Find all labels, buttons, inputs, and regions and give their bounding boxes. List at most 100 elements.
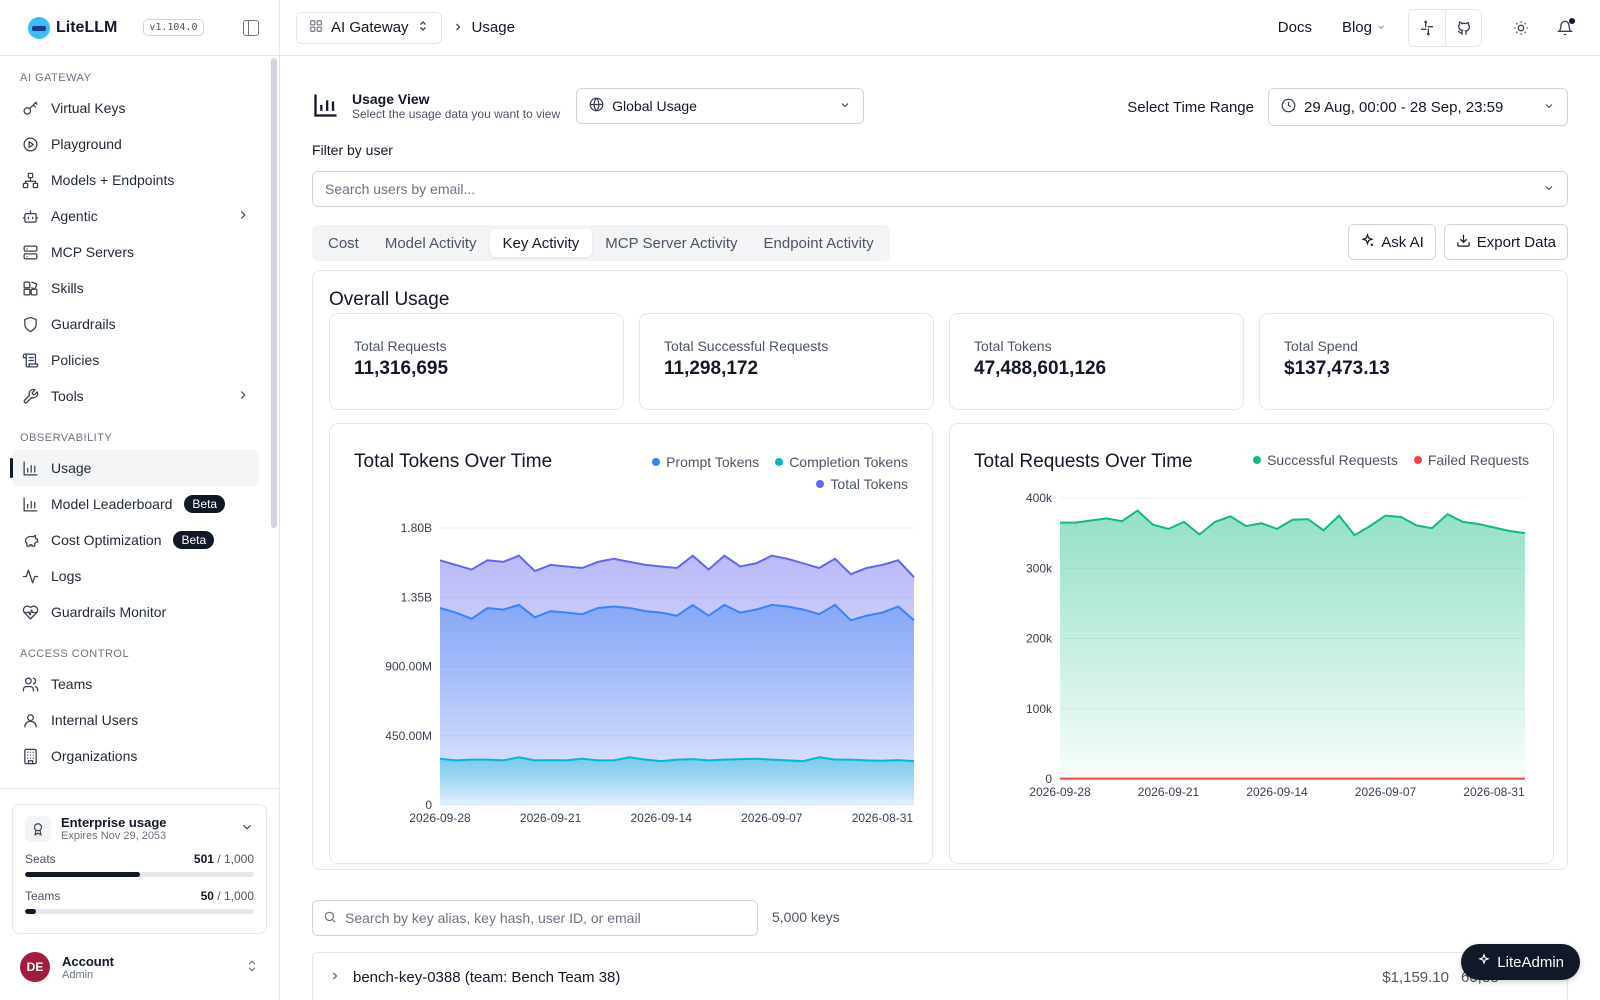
y-tick-label: 900.00M xyxy=(385,660,432,674)
search-icon xyxy=(323,910,337,927)
sun-icon[interactable] xyxy=(1502,10,1540,46)
sidebar-scrollbar[interactable] xyxy=(271,58,277,528)
legend-dot xyxy=(1253,456,1262,464)
sidebar-item-label: Tools xyxy=(51,388,84,404)
legend-item: Prompt Tokens xyxy=(652,454,759,470)
tab-model-activity[interactable]: Model Activity xyxy=(384,234,477,252)
tokens-chart-title: Total Tokens Over Time xyxy=(354,451,553,472)
sidebar-item-models-endpoints[interactable]: Models + Endpoints xyxy=(12,162,259,198)
stat-card: Total Tokens 47,488,601,126 xyxy=(949,313,1244,410)
tab-cost[interactable]: Cost xyxy=(328,234,359,252)
litellm-logo-icon xyxy=(28,16,50,39)
stat-value: 11,316,695 xyxy=(354,358,449,379)
docs-link[interactable]: Docs xyxy=(1277,19,1312,36)
sidebar-item-guardrails-monitor[interactable]: Guardrails Monitor xyxy=(12,594,259,630)
x-tick-label: 2026-09-07 xyxy=(741,811,803,825)
gateway-label: AI Gateway xyxy=(331,19,409,36)
sidebar-collapse-icon[interactable] xyxy=(243,19,259,36)
legend-item: Completion Tokens xyxy=(775,454,908,470)
sidebar-item-mcp-servers[interactable]: MCP Servers xyxy=(12,234,259,270)
user-search-select[interactable]: Search users by email... xyxy=(312,171,1568,207)
key-search-placeholder: Search by key alias, key hash, user ID, … xyxy=(345,910,641,926)
stat-label: Total Requests xyxy=(354,338,447,354)
ask-ai-button[interactable]: Ask AI xyxy=(1348,224,1436,260)
sidebar-item-tools[interactable]: Tools xyxy=(12,378,259,414)
legend-dot xyxy=(652,458,661,466)
x-tick-label: 2026-09-14 xyxy=(631,811,693,825)
key-icon xyxy=(21,99,39,117)
app-logo[interactable]: LiteLLM xyxy=(28,16,117,39)
account-menu[interactable]: DE Account Admin xyxy=(20,952,259,982)
sidebar-item-playground[interactable]: Playground xyxy=(12,126,259,162)
legend-label: Failed Requests xyxy=(1427,452,1529,468)
gateway-switcher[interactable]: AI Gateway xyxy=(296,11,442,44)
legend-label: Total Tokens xyxy=(830,476,908,492)
sidebar-item-label: Organizations xyxy=(51,748,138,764)
tab-key-activity[interactable]: Key Activity xyxy=(489,229,593,257)
chevrons-up-down-icon[interactable] xyxy=(245,959,259,976)
sidebar-item-virtual-keys[interactable]: Virtual Keys xyxy=(12,90,259,126)
legend-dot xyxy=(816,480,825,488)
seats-meter: Seats 501 / 1,000 xyxy=(25,852,254,877)
sidebar-item-label: Virtual Keys xyxy=(51,100,126,116)
tab-mcp-server-activity[interactable]: MCP Server Activity xyxy=(605,234,738,252)
sidebar-item-skills[interactable]: Skills xyxy=(12,270,259,306)
legend-item: Total Tokens xyxy=(816,476,908,492)
tab-endpoint-activity[interactable]: Endpoint Activity xyxy=(763,234,874,252)
piggy-bank-icon xyxy=(21,531,39,549)
sidebar-item-label: Policies xyxy=(51,352,100,368)
top-bar: AI Gateway Usage Docs Blog xyxy=(280,0,1600,56)
sidebar-item-label: MCP Servers xyxy=(51,244,134,260)
clock-icon xyxy=(1281,98,1296,116)
github-icon[interactable] xyxy=(1445,9,1481,46)
sidebar-item-policies[interactable]: Policies xyxy=(12,342,259,378)
sidebar-item-label: Logs xyxy=(51,568,82,584)
bell-icon[interactable] xyxy=(1546,10,1584,46)
sidebar-item-usage[interactable]: Usage xyxy=(10,450,259,486)
sidebar-item-label: Models + Endpoints xyxy=(51,172,175,188)
user-search-placeholder: Search users by email... xyxy=(325,181,476,197)
series-line-completion-tokens xyxy=(439,756,915,763)
bar-chart-icon xyxy=(21,495,39,513)
requests-chart-title: Total Requests Over Time xyxy=(974,451,1193,472)
export-data-button[interactable]: Export Data xyxy=(1443,224,1568,260)
sidebar-item-guardrails[interactable]: Guardrails xyxy=(12,306,259,342)
sidebar: LiteLLM v1.104.0 AI GATEWAY Virtual Keys P… xyxy=(0,0,280,1000)
series-line-successful-requests xyxy=(1060,509,1526,537)
blog-menu[interactable]: Blog xyxy=(1330,19,1398,36)
play-circle-icon xyxy=(21,135,39,153)
sidebar-item-cost-optimization[interactable]: Cost Optimization Beta xyxy=(12,522,259,558)
chevron-down-icon xyxy=(839,98,851,114)
teams-progress-fill xyxy=(25,909,37,914)
requests-chart: 0 100k 200k 300k 400k 2026-09-28 2026-09-21 202… xyxy=(1026,491,1526,799)
liteadmin-button[interactable]: LiteAdmin xyxy=(1461,944,1580,980)
legend-dot xyxy=(1413,456,1422,464)
usage-actions: Ask AI Export Data xyxy=(1348,224,1568,260)
sidebar-item-logs[interactable]: Logs xyxy=(12,558,259,594)
x-tick-label: 2026-09-28 xyxy=(1029,785,1091,799)
usage-view-select[interactable]: Global Usage xyxy=(576,88,865,124)
requests-legend: Successful Requests Failed Requests xyxy=(1253,452,1529,468)
sidebar-item-organizations[interactable]: Organizations xyxy=(12,738,259,774)
ask-ai-label: Ask AI xyxy=(1381,233,1424,251)
chevron-down-icon[interactable] xyxy=(240,820,254,837)
sidebar-item-model-leaderboard[interactable]: Model Leaderboard Beta xyxy=(12,486,259,522)
usage-tabs: Cost Model Activity Key Activity MCP Server… xyxy=(312,225,890,261)
key-search-input[interactable]: Search by key alias, key hash, user ID, … xyxy=(312,900,758,936)
sidebar-item-internal-users[interactable]: Internal Users xyxy=(12,702,259,738)
table-row[interactable]: bench-key-0388 (team: Bench Team 38) $1,… xyxy=(312,952,1568,1000)
sidebar-item-agentic[interactable]: Agentic xyxy=(12,198,259,234)
overall-usage-title: Overall Usage xyxy=(329,289,450,310)
shield-icon xyxy=(21,315,39,333)
scroll-icon xyxy=(21,351,39,369)
slack-icon[interactable] xyxy=(1409,10,1445,46)
chevron-right-icon[interactable] xyxy=(329,969,341,986)
sidebar-header: LiteLLM v1.104.0 xyxy=(0,0,279,56)
sidebar-item-teams[interactable]: Teams xyxy=(12,666,259,702)
time-range-picker[interactable]: 29 Aug, 00:00 - 28 Sep, 23:59 xyxy=(1268,88,1568,126)
y-tick-label: 200k xyxy=(1026,632,1053,646)
requests-chart-card: 0 100k 200k 300k 400k 2026-09-28 2026-09-21 202… xyxy=(949,423,1554,864)
sidebar-item-label: Skills xyxy=(51,280,84,296)
tokens-chart: 0 450.00M 900.00M 1.35B 1.80B 2026-09-28 2026-… xyxy=(385,521,915,825)
stat-value: 11,298,172 xyxy=(664,358,759,379)
